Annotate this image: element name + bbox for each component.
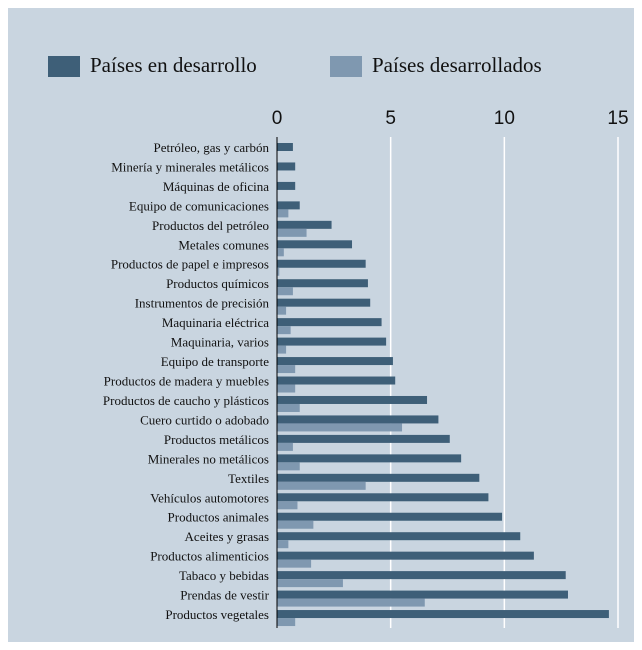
category-label: Productos metálicos <box>164 432 269 447</box>
category-label: Minerales no metálicos <box>148 451 269 466</box>
bar <box>277 337 387 346</box>
bar <box>277 473 480 482</box>
category-label: Textiles <box>228 471 269 486</box>
bar <box>277 579 343 588</box>
bar <box>277 259 366 268</box>
category-label: Tabaco y bebidas <box>179 568 269 583</box>
bar <box>277 395 428 404</box>
category-label: Equipo de transporte <box>161 354 270 369</box>
bar <box>277 493 489 502</box>
bar <box>277 287 293 296</box>
bar <box>277 318 382 327</box>
category-label: Cuero curtido o adobado <box>140 412 269 427</box>
bar <box>277 551 534 560</box>
bar <box>277 403 300 412</box>
bar <box>277 209 289 218</box>
bar <box>277 201 300 210</box>
bar <box>277 365 296 374</box>
bar <box>277 532 521 541</box>
bar <box>277 610 609 619</box>
bar <box>277 442 293 451</box>
bar <box>277 240 353 249</box>
category-label: Petróleo, gas y carbón <box>153 140 269 155</box>
bar <box>277 384 296 393</box>
category-label: Equipo de comunicaciones <box>129 198 269 213</box>
bar <box>277 462 300 471</box>
bar <box>277 501 298 510</box>
bar <box>277 220 332 229</box>
category-label: Metales comunes <box>178 237 269 252</box>
legend-swatch <box>330 56 362 77</box>
bar <box>277 571 566 580</box>
category-label: Vehículos automotores <box>150 490 269 505</box>
bar <box>277 248 284 257</box>
bar <box>277 481 366 490</box>
bar <box>277 162 296 171</box>
bar <box>277 520 314 529</box>
bar <box>277 618 296 627</box>
category-label: Maquinaria eléctrica <box>162 315 269 330</box>
bar <box>277 434 450 443</box>
legend-label: Países desarrollados <box>372 53 542 77</box>
bar <box>277 345 287 354</box>
x-tick-label: 15 <box>607 108 628 129</box>
bar <box>277 279 368 288</box>
bar <box>277 512 503 521</box>
category-label: Instrumentos de precisión <box>135 296 270 311</box>
bar <box>277 598 425 607</box>
category-label: Productos animales <box>168 510 269 525</box>
bar <box>277 415 439 424</box>
bar <box>277 267 280 276</box>
bar <box>277 326 291 335</box>
x-tick-label: 10 <box>494 108 515 129</box>
legend-label: Países en desarrollo <box>90 53 257 77</box>
category-label: Aceites y grasas <box>185 529 269 544</box>
bar <box>277 540 289 549</box>
bar <box>277 143 293 151</box>
bar <box>277 559 312 568</box>
bar <box>277 590 568 599</box>
category-label: Productos de madera y muebles <box>104 374 269 389</box>
x-tick-label: 5 <box>385 108 396 129</box>
category-label: Minería y minerales metálicos <box>111 159 269 174</box>
bar <box>277 423 403 432</box>
bar <box>277 306 287 315</box>
category-label: Productos vegetales <box>165 607 269 622</box>
bar <box>277 357 393 366</box>
legend-swatch <box>48 56 80 77</box>
bar <box>277 228 307 237</box>
category-label: Productos de papel e impresos <box>111 257 269 272</box>
bar <box>277 376 396 385</box>
bar <box>277 181 296 190</box>
category-label: Maquinaria, varios <box>171 335 269 350</box>
bar <box>277 454 462 463</box>
bar <box>277 298 371 307</box>
category-label: Productos de caucho y plásticos <box>103 393 269 408</box>
category-label: Productos químicos <box>166 276 269 291</box>
category-label: Máquinas de oficina <box>163 179 269 194</box>
category-label: Productos alimenticios <box>150 549 269 564</box>
x-tick-label: 0 <box>272 108 283 129</box>
category-label: Prendas de vestir <box>180 588 269 603</box>
category-label: Productos del petróleo <box>152 218 269 233</box>
